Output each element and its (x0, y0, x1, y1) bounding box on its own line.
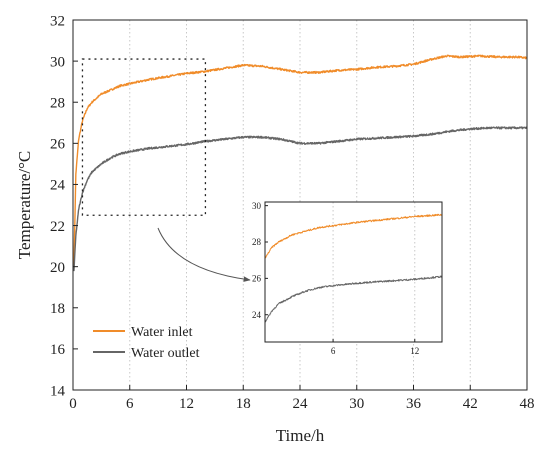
x-tick-label-12: 12 (179, 396, 194, 412)
y-tick-label-24: 24 (50, 178, 66, 194)
inset-ticks: 6 12 24 26 28 30 (252, 201, 419, 356)
main-ticks: 0 6 12 18 24 30 36 42 48 14 16 18 20 22 24 26 28 30 32 (50, 13, 535, 412)
zoom-region-box (81, 58, 207, 216)
inset-frame (264, 201, 443, 343)
x-tick-label-24: 24 (293, 396, 309, 412)
inset-y-tick-label-26: 26 (252, 274, 262, 284)
series-line-water-outlet (73, 126, 527, 272)
y-tick-label-28: 28 (50, 95, 65, 111)
x-tick-label-36: 36 (406, 396, 422, 412)
y-tick-label-22: 22 (50, 219, 65, 235)
x-tick-label-30: 30 (349, 396, 364, 412)
y-tick-label-32: 32 (50, 13, 65, 29)
y-tick-label-20: 20 (50, 260, 65, 276)
inset-chart: 6 12 24 26 28 30 (252, 201, 443, 356)
y-axis-title: Temperature/°C (15, 151, 34, 260)
main-series-group (73, 54, 527, 272)
y-tick-label-14: 14 (50, 383, 66, 399)
zoom-arrow (157, 227, 251, 282)
inset-y-tick-label-28: 28 (252, 237, 262, 247)
x-tick-label-42: 42 (463, 396, 478, 412)
x-tick-label-0: 0 (69, 396, 77, 412)
y-tick-label-16: 16 (50, 342, 66, 358)
inset-grid (332, 202, 416, 342)
y-tick-label-26: 26 (50, 137, 66, 153)
legend-label-water-outlet: Water outlet (131, 346, 200, 361)
inset-y-tick-label-24: 24 (252, 310, 262, 320)
x-tick-label-6: 6 (126, 396, 134, 412)
inset-x-tick-label-12: 12 (410, 346, 419, 356)
inset-background (265, 202, 442, 342)
inset-y-tick-label-30: 30 (252, 201, 262, 211)
series-line-water-inlet (73, 54, 527, 268)
x-tick-label-48: 48 (520, 396, 535, 412)
y-tick-label-30: 30 (50, 54, 65, 70)
legend-label-water-inlet: Water inlet (131, 325, 193, 340)
x-axis-title: Time/h (276, 426, 325, 445)
inset-series-group (265, 213, 442, 323)
y-tick-label-18: 18 (50, 301, 65, 317)
inset-series-line-water-inlet (265, 213, 442, 260)
inset-x-tick-label-6: 6 (331, 346, 336, 356)
inset-series-line-water-outlet (265, 275, 442, 323)
x-tick-label-18: 18 (236, 396, 251, 412)
legend: Water inlet Water outlet (93, 325, 200, 361)
